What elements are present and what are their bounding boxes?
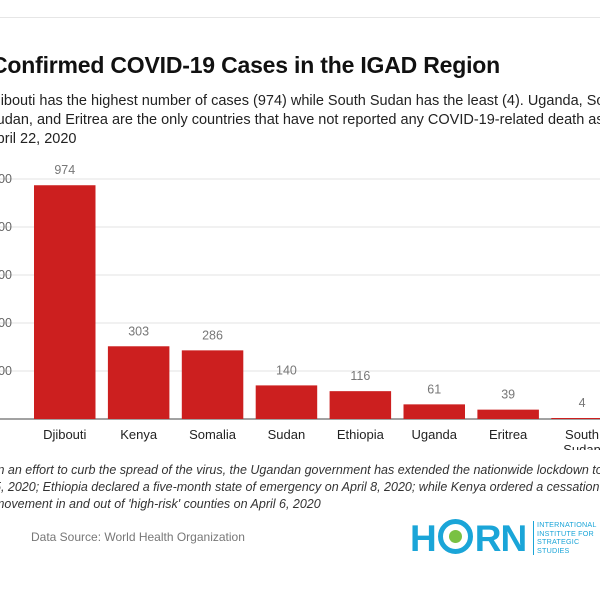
horn-logo: H RN INTERNATIONAL INSTITUTE FOR STRATEGI…	[410, 519, 600, 559]
bar	[329, 391, 392, 419]
bar	[34, 185, 96, 419]
data-label: 39	[501, 388, 515, 402]
x-tick-label: Somalia	[189, 427, 237, 442]
x-tick-label: Kenya	[120, 427, 158, 442]
y-tick-label: 400	[0, 316, 12, 330]
chart-title: Confirmed COVID-19 Cases in the IGAD Reg…	[0, 52, 500, 78]
x-tick-label: Djibouti	[43, 427, 86, 442]
logo-tagline: INTERNATIONAL INSTITUTE FOR STRATEGIC ST…	[533, 520, 600, 555]
logo-o-icon	[437, 519, 473, 554]
x-tick-label: Sudan	[563, 442, 600, 450]
y-tick-label: 800	[0, 220, 12, 234]
x-tick-label: Uganda	[411, 427, 457, 442]
data-label: 303	[128, 324, 149, 338]
bar	[107, 346, 170, 419]
x-tick-label: South	[565, 427, 599, 442]
bar	[551, 418, 600, 419]
y-tick-label: 1,000	[0, 172, 12, 186]
bar	[181, 350, 244, 419]
y-tick-label: 600	[0, 268, 12, 282]
bar	[255, 385, 318, 419]
data-label: 974	[54, 163, 75, 177]
x-tick-label: Sudan	[268, 427, 306, 442]
bar	[477, 409, 539, 419]
bar-chart: 1,000 800 600 400 200 974 Djibouti 303 Kenya 286 S…	[0, 163, 600, 450]
data-label: 116	[350, 369, 370, 383]
footnote: In an effort to curb the spread of the v…	[0, 463, 600, 511]
y-tick-label: 200	[0, 364, 12, 378]
data-label: 140	[276, 363, 297, 377]
top-rule	[0, 0, 600, 18]
data-source: Data Source: World Health Organization	[31, 530, 245, 544]
x-tick-label: Eritrea	[489, 427, 528, 442]
logo-wordmark: H RN	[410, 518, 527, 559]
logo-letter-h: H	[410, 518, 437, 559]
bar	[403, 404, 465, 419]
chart-subtitle: Djibouti has the highest number of cases…	[0, 93, 600, 147]
data-label: 286	[202, 328, 223, 342]
logo-letters-rn: RN	[474, 518, 527, 559]
data-label: 4	[579, 396, 586, 410]
x-tick-label: Ethiopia	[337, 427, 385, 442]
data-label: 61	[427, 382, 441, 396]
